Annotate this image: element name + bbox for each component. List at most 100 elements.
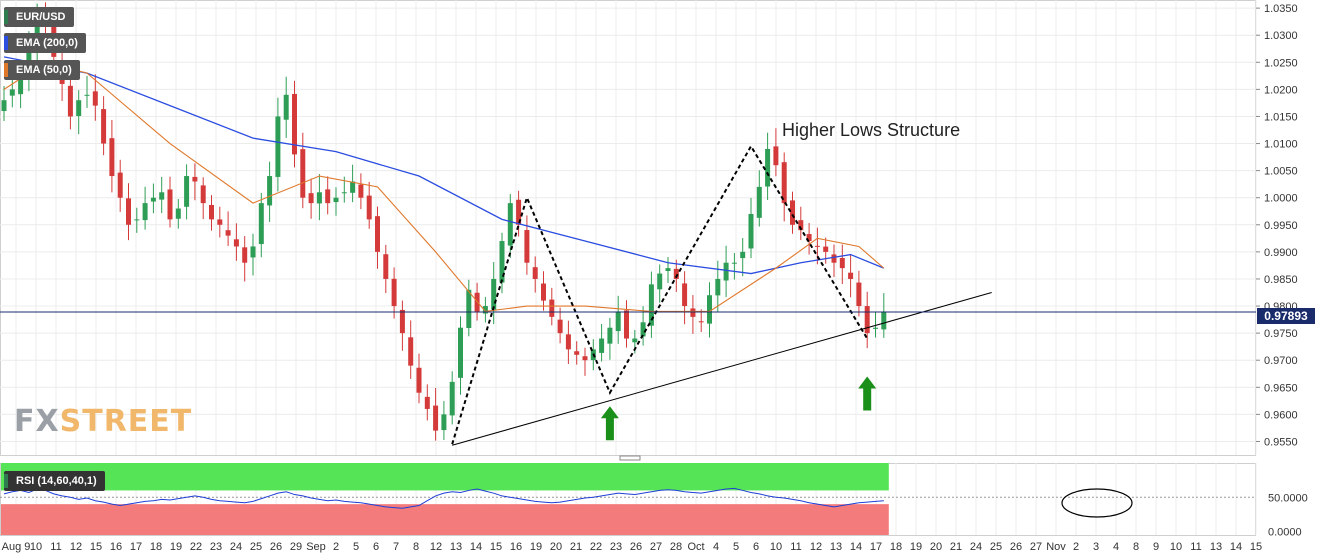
x-tick-label: 6 — [373, 541, 379, 553]
legend-ema-200[interactable]: EMA (200,0) — [4, 33, 86, 53]
candle-body — [781, 162, 787, 204]
candle-body — [665, 268, 671, 272]
legend-rsi-label: RSI (14,60,40,1) — [16, 475, 97, 487]
candle-body — [458, 327, 463, 378]
x-tick-label: 5 — [353, 541, 359, 553]
y-tick-label: 0.9900 — [1264, 247, 1298, 259]
x-tick-label: 10 — [770, 541, 782, 553]
candle-body — [399, 309, 405, 334]
x-tick-label: 12 — [810, 541, 822, 553]
x-tick-label: 15 — [1250, 541, 1262, 553]
x-tick-label: 29 — [290, 541, 302, 553]
x-tick-label: 28 — [670, 541, 682, 553]
candle-body — [565, 334, 571, 350]
x-tick-label: 15 — [90, 541, 102, 553]
candle-body — [765, 148, 771, 187]
candle-body — [756, 186, 762, 218]
x-tick-label: 27 — [650, 541, 662, 553]
legend-ema-50-swatch — [4, 63, 8, 77]
candle-body — [283, 94, 289, 120]
candle-body — [715, 278, 721, 296]
candle-body — [814, 245, 820, 247]
candle-body — [34, 13, 40, 48]
candle-body — [292, 93, 297, 155]
y-tick-label: 1.0300 — [1264, 30, 1298, 42]
legend-rsi[interactable]: RSI (14,60,40,1) — [4, 471, 105, 491]
candle-body — [839, 258, 845, 269]
panel-resize-handle[interactable] — [619, 455, 641, 461]
rsi-overbought-zone — [1, 463, 889, 491]
candle-body — [375, 216, 380, 252]
candle-body — [233, 239, 239, 247]
candle-body — [217, 219, 223, 225]
y-tick-label: 0.9650 — [1264, 382, 1298, 394]
candle-body — [682, 283, 688, 307]
x-tick-label: 10 — [1170, 541, 1182, 553]
candle-body — [76, 100, 82, 117]
candle-body — [707, 295, 712, 324]
candle-body — [482, 306, 488, 314]
candle-body — [491, 278, 497, 310]
last-price-tag: 0.97893 — [1257, 308, 1315, 324]
x-tick-label: 12 — [430, 541, 442, 553]
fxstreet-logo: FXSTREET — [14, 404, 193, 439]
rsi-y-tick-label: 0.0000 — [1268, 527, 1302, 539]
candle-body — [615, 311, 621, 332]
x-tick-label: 10 — [30, 541, 42, 553]
candle-body — [350, 181, 356, 193]
x-tick-label: 6 — [753, 541, 759, 553]
candle-body — [599, 338, 605, 353]
y-tick-label: 1.0200 — [1264, 84, 1298, 96]
price-axis: 1.0350 1.0300 1.0250 1.0200 1.0150 1.0100 1.00… — [1256, 3, 1298, 448]
candle-body — [466, 289, 472, 328]
candle-body — [101, 109, 107, 144]
candle-body — [632, 338, 638, 343]
x-tick-label: 11 — [50, 541, 61, 553]
candle-body — [159, 192, 165, 200]
x-tick-label: 18 — [150, 541, 162, 553]
candle-body — [582, 356, 588, 361]
candle-body — [142, 203, 148, 221]
y-tick-label: 0.9600 — [1264, 409, 1298, 421]
candle-body — [673, 268, 679, 279]
x-tick-label: 25 — [990, 541, 1002, 553]
green-up-arrow — [600, 406, 619, 441]
candle-body — [723, 262, 729, 281]
y-tick-label: 0.9750 — [1264, 328, 1298, 340]
legend-symbol[interactable]: EUR/USD — [4, 7, 74, 27]
ema-50-line — [3, 61, 885, 313]
x-tick-label: 26 — [630, 541, 642, 553]
candle-body — [84, 94, 90, 96]
candle-body — [391, 278, 397, 307]
legend-ema-50[interactable]: EMA (50,0) — [4, 60, 80, 80]
candle-body — [192, 176, 198, 182]
x-tick-label: 23 — [210, 541, 222, 553]
y-tick-label: 1.0100 — [1264, 139, 1298, 151]
time-axis: Aug 9 10 11 12 15 16 17 18 19 22 23 24 25 26 29 Sep 2 5 6 7… — [2, 541, 1263, 553]
rsi-oversold-zone — [1, 504, 889, 535]
y-tick-label: 1.0150 — [1264, 111, 1298, 123]
candle-body — [408, 337, 414, 366]
candle-body — [607, 327, 613, 344]
candle-body — [574, 351, 580, 355]
candle-body — [308, 193, 314, 204]
x-tick-label: 17 — [870, 541, 882, 553]
ema-200-line — [3, 56, 885, 275]
candle-body — [300, 149, 306, 198]
x-tick-label: 13 — [450, 541, 462, 553]
candles — [1, 2, 887, 441]
candle-body — [184, 176, 190, 207]
x-tick-label: 2 — [1073, 541, 1079, 553]
candle-body — [790, 200, 795, 225]
y-tick-label: 1.0250 — [1264, 57, 1298, 69]
candle-body — [92, 91, 98, 106]
candle-body — [109, 138, 115, 177]
candle-body — [532, 267, 538, 279]
y-tick-label: 0.9700 — [1264, 355, 1298, 367]
candle-body — [441, 414, 447, 431]
candle-body — [516, 199, 522, 225]
candle-body — [433, 405, 439, 431]
x-tick-label: 24 — [970, 541, 982, 553]
x-tick-label: 16 — [110, 541, 122, 553]
rsi-panel: 50.0000 0.0000 — [0, 463, 1308, 539]
